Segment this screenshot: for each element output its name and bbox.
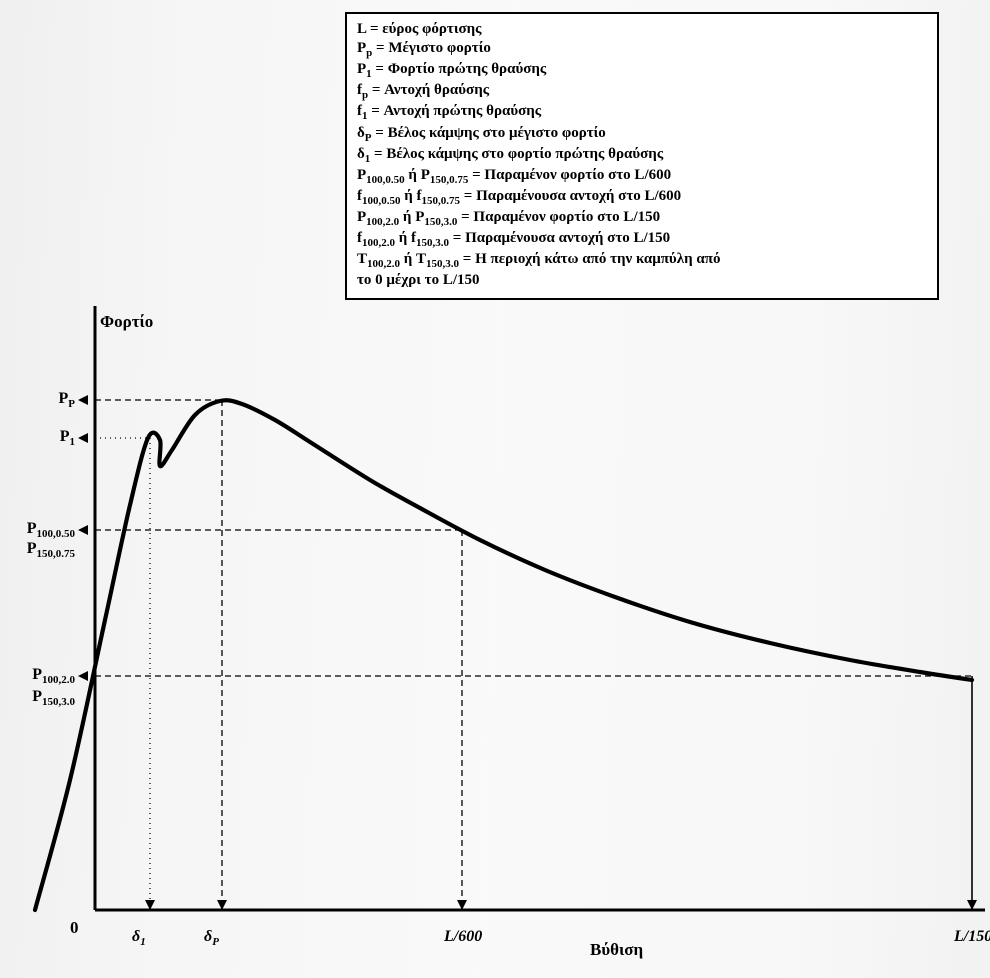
origin-label: 0 xyxy=(70,918,79,938)
legend-line: P1 = Φορτίο πρώτης θραύσης xyxy=(357,60,927,81)
x-axis-title: Βύθιση xyxy=(590,940,643,960)
legend-line: f100,0.50 ή f150,0.75 = Παραμένουσα αντο… xyxy=(357,187,927,208)
legend-line: T100,2.0 ή T150,3.0 = Η περιοχή κάτω από… xyxy=(357,250,927,271)
legend-line: Pp = Μέγιστο φορτίο xyxy=(357,39,927,60)
axes xyxy=(95,306,985,910)
y-axis-title: Φορτίο xyxy=(100,312,153,332)
legend-box: L = εύρος φόρτισηςPp = Μέγιστο φορτίοP1 … xyxy=(345,12,939,300)
y-label-P1: P1 xyxy=(60,428,75,448)
legend-line: P100,0.50 ή P150,0.75 = Παραμένον φορτίο… xyxy=(357,166,927,187)
load-deflection-curve xyxy=(35,400,972,910)
legend-line: L = εύρος φόρτισης xyxy=(357,20,927,39)
y-label-P150_30: P150,3.0 xyxy=(32,688,75,708)
legend-line: το 0 μέχρι το L/150 xyxy=(357,271,927,290)
y-label-P100_20: P100,2.0 xyxy=(32,666,75,686)
x-label-dp: δP xyxy=(204,928,219,948)
guide-lines xyxy=(78,395,977,910)
legend-line: fp = Αντοχή θραύσης xyxy=(357,81,927,102)
y-label-P150_07: P150,0.75 xyxy=(27,540,75,560)
legend-line: f1 = Αντοχή πρώτης θραύσης xyxy=(357,102,927,123)
legend-line: δP = Βέλος κάμψης στο μέγιστο φορτίο xyxy=(357,124,927,145)
x-label-L600: L/600 xyxy=(444,928,482,946)
y-label-Pp: PP xyxy=(58,390,75,410)
y-label-P100_05: P100,0.50 xyxy=(27,520,75,540)
x-label-L150: L/150 xyxy=(954,928,990,946)
legend-line: P100,2.0 ή P150,3.0 = Παραμένον φορτίο σ… xyxy=(357,208,927,229)
legend-line: f100,2.0 ή f150,3.0 = Παραμένουσα αντοχή… xyxy=(357,229,927,250)
x-label-d1: δ1 xyxy=(132,928,146,948)
legend-line: δ1 = Βέλος κάμψης στο φορτίο πρώτης θραύ… xyxy=(357,145,927,166)
